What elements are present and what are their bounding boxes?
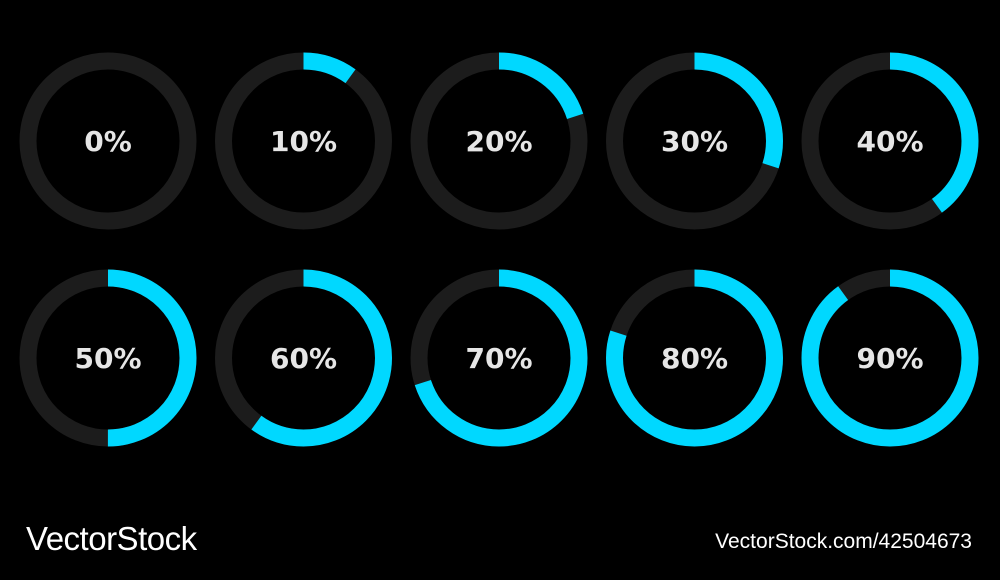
ring-percent-label: 20% <box>465 125 532 158</box>
progress-ring-20: 20% <box>410 52 588 230</box>
progress-ring-70: 70% <box>410 269 588 447</box>
ring-percent-label: 0% <box>84 125 132 158</box>
progress-ring-10: 10% <box>215 52 392 230</box>
ring-percent-label: 80% <box>661 342 728 375</box>
ring-percent-label: 30% <box>661 125 728 158</box>
ring-percent-label: 70% <box>465 342 532 375</box>
ring-progress-arc <box>19 269 197 447</box>
ring-progress-arc <box>410 269 588 447</box>
ring-progress-arc <box>801 269 979 447</box>
ring-progress-arc <box>606 269 783 447</box>
ring-percent-label: 50% <box>74 342 141 375</box>
ring-percent-label: 60% <box>270 342 337 375</box>
ring-progress-arc <box>410 52 588 230</box>
watermark-footer: VectorStock VectorStock.com/42504673 <box>0 500 1000 580</box>
progress-ring-40: 40% <box>801 52 979 230</box>
progress-ring-50: 50% <box>19 269 197 447</box>
ring-progress-arc <box>801 52 979 230</box>
progress-rings-grid: 0% 10% 20% 30% 40% 50% 60% 70% 80% 90% <box>19 52 979 447</box>
ring-percent-label: 40% <box>856 125 923 158</box>
progress-ring-0: 0% <box>19 52 197 230</box>
ring-percent-label: 10% <box>270 125 337 158</box>
ring-percent-label: 90% <box>856 342 923 375</box>
ring-progress-arc <box>606 52 783 230</box>
ring-track <box>19 52 197 230</box>
progress-ring-30: 30% <box>606 52 783 230</box>
progress-ring-90: 90% <box>801 269 979 447</box>
ring-progress-arc <box>215 269 392 447</box>
brand-logo-text: VectorStock <box>26 520 197 557</box>
progress-ring-60: 60% <box>215 269 392 447</box>
ring-progress-arc <box>215 52 392 230</box>
progress-ring-80: 80% <box>606 269 783 447</box>
image-reference: VectorStock.com/42504673 <box>715 530 972 553</box>
